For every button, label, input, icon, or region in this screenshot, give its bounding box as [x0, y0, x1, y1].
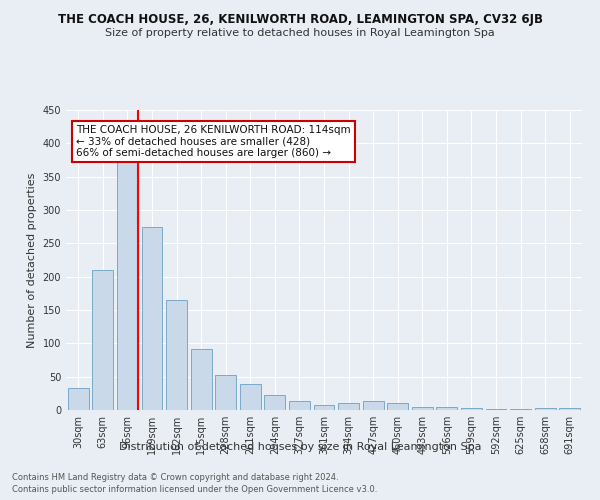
Text: THE COACH HOUSE, 26, KENILWORTH ROAD, LEAMINGTON SPA, CV32 6JB: THE COACH HOUSE, 26, KENILWORTH ROAD, LE… — [58, 12, 542, 26]
Bar — [166, 300, 187, 410]
Bar — [314, 404, 334, 410]
Bar — [535, 408, 556, 410]
Text: THE COACH HOUSE, 26 KENILWORTH ROAD: 114sqm
← 33% of detached houses are smaller: THE COACH HOUSE, 26 KENILWORTH ROAD: 114… — [76, 125, 351, 158]
Bar — [92, 270, 113, 410]
Bar — [142, 226, 163, 410]
Text: Distribution of detached houses by size in Royal Leamington Spa: Distribution of detached houses by size … — [119, 442, 481, 452]
Text: Size of property relative to detached houses in Royal Leamington Spa: Size of property relative to detached ho… — [105, 28, 495, 38]
Bar — [240, 384, 261, 410]
Bar — [68, 388, 89, 410]
Bar — [461, 408, 482, 410]
Text: Contains public sector information licensed under the Open Government Licence v3: Contains public sector information licen… — [12, 485, 377, 494]
Bar — [191, 348, 212, 410]
Y-axis label: Number of detached properties: Number of detached properties — [27, 172, 37, 348]
Bar — [215, 376, 236, 410]
Bar — [436, 408, 457, 410]
Bar — [265, 394, 286, 410]
Text: Contains HM Land Registry data © Crown copyright and database right 2024.: Contains HM Land Registry data © Crown c… — [12, 472, 338, 482]
Bar — [412, 408, 433, 410]
Bar — [338, 404, 359, 410]
Bar — [362, 402, 383, 410]
Bar — [387, 404, 408, 410]
Bar — [117, 160, 138, 410]
Bar — [289, 402, 310, 410]
Bar — [559, 408, 580, 410]
